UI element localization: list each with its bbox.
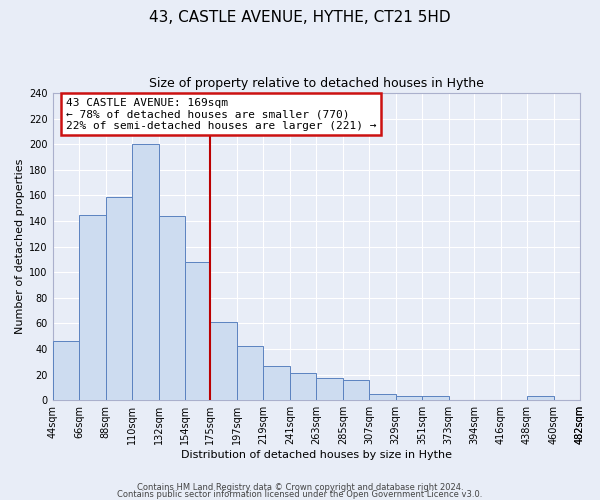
- Bar: [343, 380, 370, 400]
- Bar: [290, 374, 316, 400]
- Bar: [211, 322, 237, 400]
- Bar: [316, 378, 343, 400]
- Text: 43 CASTLE AVENUE: 169sqm
← 78% of detached houses are smaller (770)
22% of semi-: 43 CASTLE AVENUE: 169sqm ← 78% of detach…: [66, 98, 376, 131]
- Bar: [185, 262, 211, 400]
- Bar: [527, 396, 554, 400]
- Bar: [422, 396, 449, 400]
- Bar: [132, 144, 158, 400]
- X-axis label: Distribution of detached houses by size in Hythe: Distribution of detached houses by size …: [181, 450, 452, 460]
- Bar: [396, 396, 422, 400]
- Text: Contains public sector information licensed under the Open Government Licence v3: Contains public sector information licen…: [118, 490, 482, 499]
- Text: 43, CASTLE AVENUE, HYTHE, CT21 5HD: 43, CASTLE AVENUE, HYTHE, CT21 5HD: [149, 10, 451, 25]
- Bar: [370, 394, 396, 400]
- Bar: [263, 366, 290, 400]
- Bar: [53, 342, 79, 400]
- Y-axis label: Number of detached properties: Number of detached properties: [15, 159, 25, 334]
- Bar: [237, 346, 263, 400]
- Title: Size of property relative to detached houses in Hythe: Size of property relative to detached ho…: [149, 78, 484, 90]
- Text: Contains HM Land Registry data © Crown copyright and database right 2024.: Contains HM Land Registry data © Crown c…: [137, 484, 463, 492]
- Bar: [79, 214, 106, 400]
- Bar: [106, 196, 132, 400]
- Bar: [158, 216, 185, 400]
